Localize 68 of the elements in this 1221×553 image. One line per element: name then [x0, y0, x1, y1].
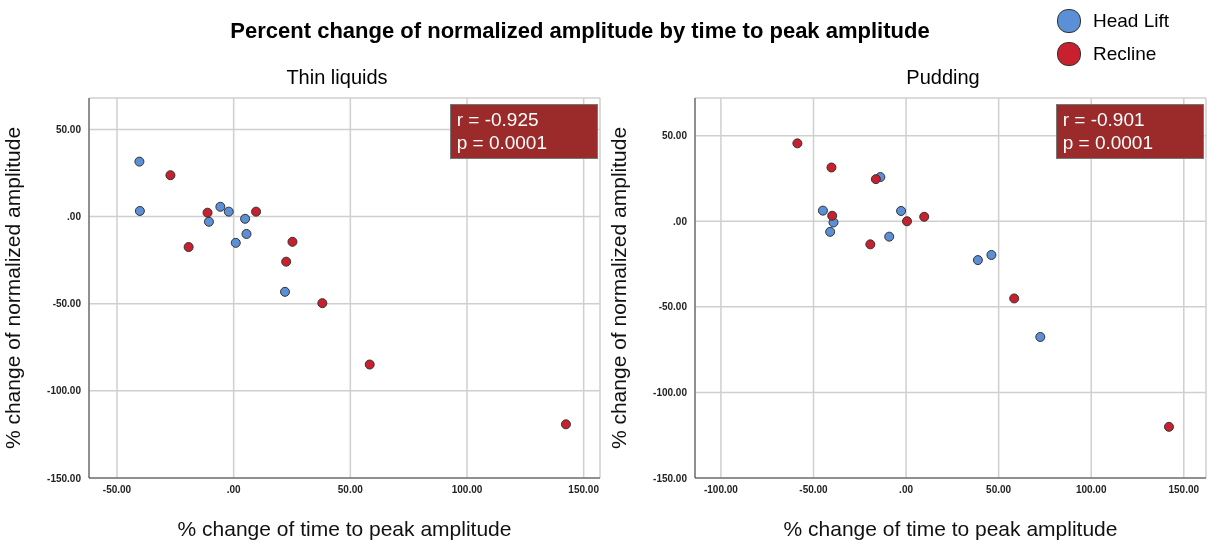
- point: [825, 226, 836, 237]
- point: [827, 210, 838, 221]
- y-tick-label: -150.00: [653, 472, 688, 484]
- x-tick-label: -100.00: [703, 484, 739, 496]
- x-tick-label: .00: [226, 484, 242, 496]
- x-tick-label: 50.00: [337, 484, 364, 496]
- point: [896, 205, 907, 216]
- point: [919, 211, 930, 222]
- y-tick-label: -100.00: [47, 385, 82, 397]
- point: [986, 249, 997, 260]
- y-axis-title: % change of normalized amplitude: [607, 126, 631, 450]
- x-tick-label: 150.00: [1168, 484, 1200, 496]
- y-axis-title: % change of normalized amplitude: [1, 126, 25, 450]
- x-axis-title: % change of time to peak amplitude: [783, 517, 1118, 540]
- y-tick-label: 50.00: [661, 130, 688, 142]
- y-tick-label: -50.00: [52, 298, 82, 310]
- point: [241, 228, 252, 239]
- y-tick-label: .00: [673, 215, 688, 227]
- point: [165, 170, 176, 181]
- annotation: r = -0.925: [456, 108, 540, 131]
- point: [281, 256, 292, 267]
- x-tick-label: 50.00: [986, 484, 1012, 496]
- point: [183, 242, 194, 253]
- y-tick-label: 50.00: [55, 123, 82, 135]
- chart-title: Pudding: [905, 66, 981, 89]
- x-tick-label: 100.00: [451, 484, 483, 496]
- point: [134, 205, 145, 216]
- point: [240, 213, 251, 224]
- annotation: r = -0.901: [1062, 108, 1146, 131]
- point: [280, 286, 290, 297]
- legend-label: Recline: [1092, 42, 1157, 65]
- point: [134, 156, 145, 167]
- point: [364, 359, 375, 370]
- point: [287, 236, 298, 247]
- x-tick-label: .00: [899, 484, 914, 496]
- x-axis-title: % change of time to peak amplitude: [177, 517, 512, 540]
- point: [202, 207, 213, 218]
- annotation: p = 0.0001: [1062, 131, 1153, 154]
- legend-label: Head Lift: [1092, 9, 1169, 32]
- point: [230, 237, 241, 248]
- chart-title: Percent change of normalized amplitude by time to peak amplitude: [230, 18, 930, 43]
- point: [817, 205, 828, 216]
- x-tick-label: -50.00: [102, 484, 132, 496]
- point: [826, 162, 837, 173]
- point: [1009, 293, 1020, 304]
- y-tick-label: .00: [67, 211, 82, 223]
- point: [215, 201, 226, 212]
- point: [1035, 331, 1046, 342]
- point: [223, 206, 234, 217]
- y-tick-label: -50.00: [658, 301, 688, 313]
- point: [251, 206, 262, 217]
- y-tick-label: -100.00: [653, 386, 688, 398]
- point: [317, 298, 328, 309]
- point: [865, 239, 876, 250]
- y-tick-label: -150.00: [47, 472, 82, 484]
- point: [870, 174, 881, 185]
- x-tick-label: 150.00: [568, 484, 600, 496]
- point: [203, 216, 214, 227]
- point: [792, 138, 803, 149]
- point: [972, 255, 983, 266]
- x-tick-label: -50.00: [799, 484, 829, 496]
- point: [1163, 421, 1174, 432]
- annotation: p = 0.0001: [456, 131, 547, 154]
- chart-subtitle: Thin liquids: [285, 66, 389, 89]
- x-tick-label: 100.00: [1075, 484, 1107, 496]
- point: [901, 216, 912, 227]
- point: [884, 231, 895, 242]
- point: [560, 419, 571, 430]
